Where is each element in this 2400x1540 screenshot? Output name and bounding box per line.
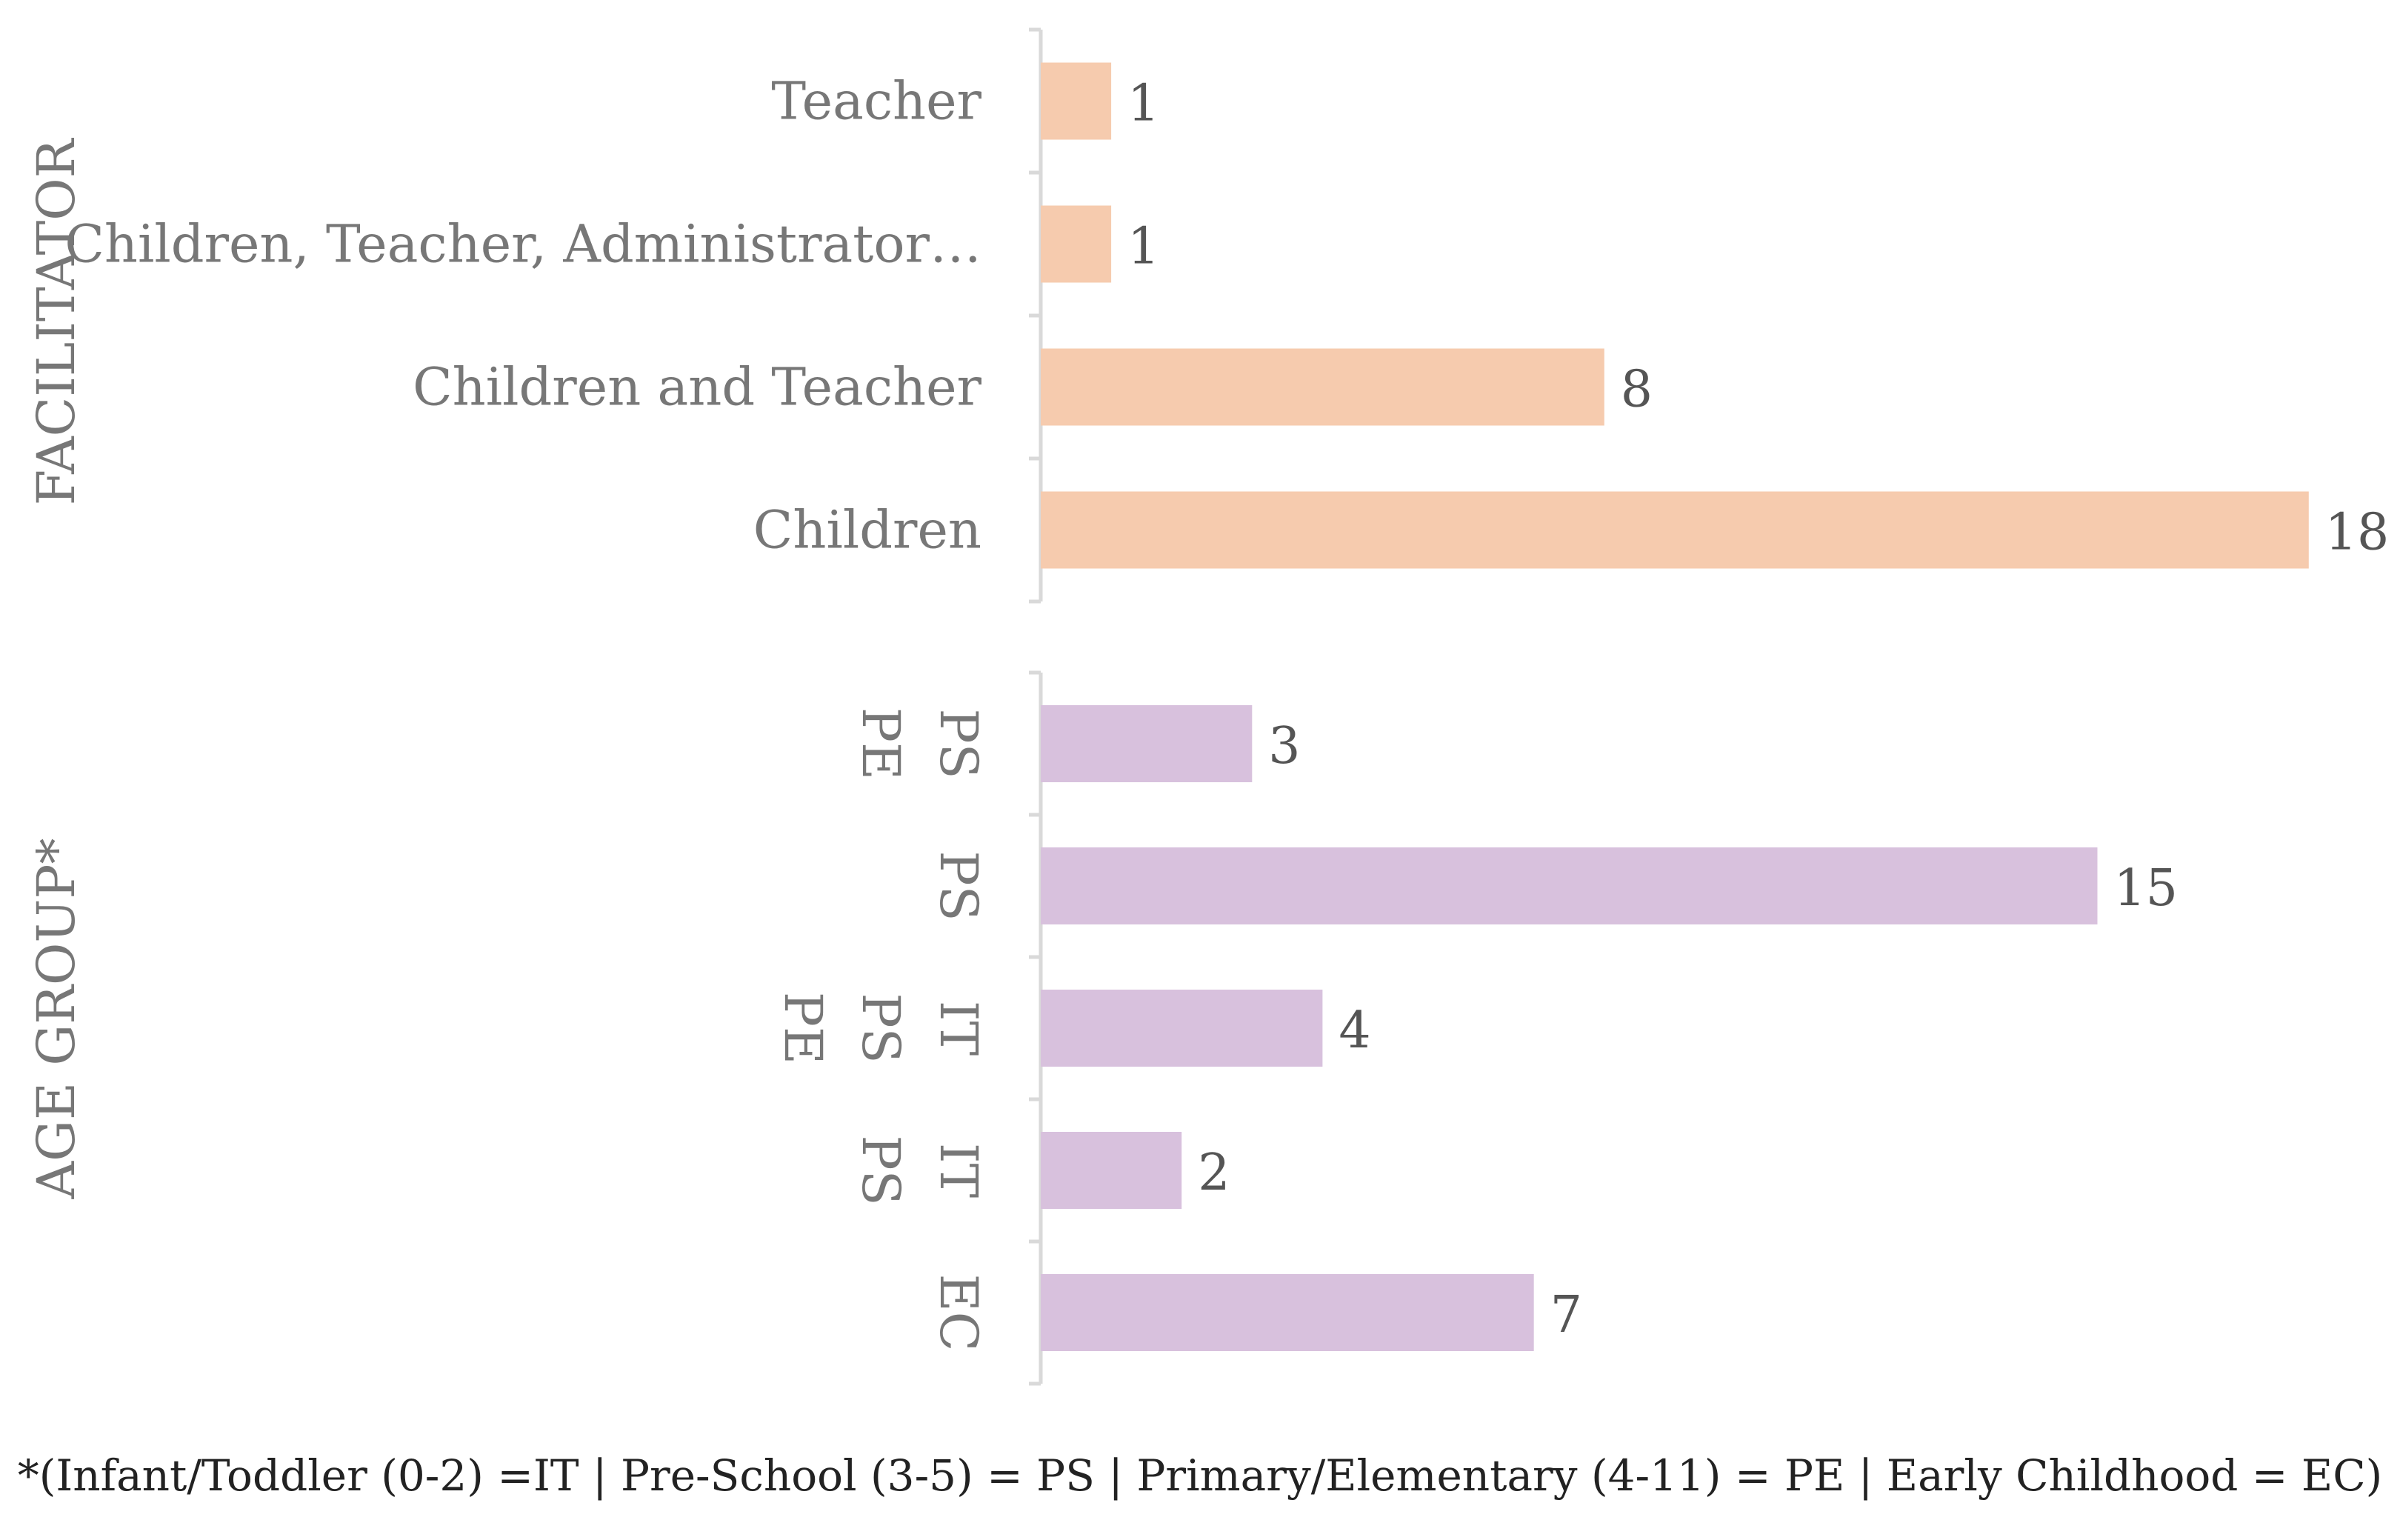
bar (1041, 491, 2309, 569)
data-label: 18 (2325, 504, 2390, 562)
data-label: 7 (1550, 1286, 1582, 1344)
category-label: PS (928, 708, 989, 779)
bar (1041, 1274, 1534, 1351)
data-label: 4 (1339, 1001, 1370, 1060)
facilitator-chart: FACILITATOR 1 Teacher 1 Children, Teacher, A… (26, 27, 2390, 604)
category-label: Teacher (771, 71, 981, 132)
bar (1041, 205, 1112, 283)
category-label: Children (753, 500, 981, 561)
bar (1041, 62, 1112, 140)
group-axis-title: FACILITATOR (26, 137, 87, 505)
bar (1041, 705, 1253, 782)
category-label: PS (850, 1135, 911, 1205)
bar (1041, 847, 2098, 924)
data-label: 8 (1621, 361, 1653, 419)
bar (1041, 990, 1323, 1067)
data-label: 3 (1268, 717, 1300, 776)
category-label: PS (850, 993, 911, 1063)
group-axis-title: AGE GROUP* (26, 839, 87, 1200)
category-label: Children, Teacher, Administrator… (64, 214, 981, 275)
category-label: EC (928, 1274, 989, 1352)
data-label: 1 (1127, 218, 1159, 276)
data-label: 2 (1198, 1144, 1230, 1202)
category-label: Children and Teacher (413, 357, 981, 418)
bar (1041, 348, 1604, 426)
data-label: 1 (1127, 75, 1159, 133)
bar (1041, 1132, 1182, 1209)
category-label: PE (773, 992, 833, 1064)
category-label: IT (928, 1143, 989, 1198)
footnote: *(Infant/Toddler (0-2) =IT | Pre-School … (18, 1450, 2383, 1501)
category-label: IT (928, 1001, 989, 1056)
data-label: 15 (2114, 859, 2179, 918)
category-label: PE (850, 707, 911, 780)
category-label: PS (928, 850, 989, 921)
